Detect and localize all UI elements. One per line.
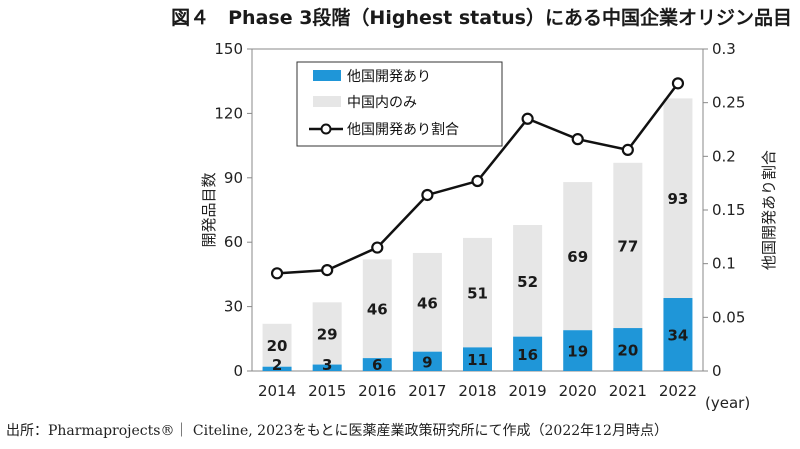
y-right-tick-label: 0.3 xyxy=(712,40,736,58)
ratio-point xyxy=(471,174,484,188)
bar-label-overseas: 2 xyxy=(272,356,282,374)
legend-label-overseas: 他国開発あり xyxy=(347,69,431,85)
bar-label-domestic: 69 xyxy=(567,248,588,266)
bar-label-domestic: 52 xyxy=(517,273,538,291)
y-tick-label: 120 xyxy=(214,104,243,122)
bar-label-domestic: 46 xyxy=(367,301,388,319)
bar-overseas xyxy=(563,330,593,371)
y-tick-label: 150 xyxy=(214,40,243,58)
y-right-tick-label: 0.05 xyxy=(712,308,745,326)
bar-overseas xyxy=(362,358,392,371)
y-tick-label: 90 xyxy=(224,169,243,187)
x-tick-label: 2019 xyxy=(509,382,547,400)
bar-domestic xyxy=(262,323,292,367)
ratio-point xyxy=(321,264,334,277)
bar-label-overseas: 6 xyxy=(372,356,382,374)
bar-overseas xyxy=(513,336,543,371)
bar-label-overseas: 19 xyxy=(567,343,588,361)
bar-overseas xyxy=(312,364,342,371)
legend-swatch-overseas xyxy=(313,70,341,81)
bar-label-domestic: 46 xyxy=(417,294,438,312)
y-tick-label: 30 xyxy=(224,298,243,316)
y-axis-title: 開発品目数 xyxy=(200,172,218,247)
bar-domestic xyxy=(362,259,392,359)
bar-domestic xyxy=(312,302,342,365)
bar-label-domestic: 51 xyxy=(467,285,488,303)
ratio-point xyxy=(371,241,384,254)
bar-label-domestic: 20 xyxy=(267,337,288,355)
x-tick-label: 2020 xyxy=(559,382,597,400)
bar-domestic xyxy=(563,182,593,331)
x-tick-label: 2016 xyxy=(358,382,396,400)
ratio-point xyxy=(270,267,284,280)
bar-label-overseas: 3 xyxy=(322,356,332,374)
y-right-tick-label: 0.1 xyxy=(712,255,736,273)
y-right-tick-label: 0.15 xyxy=(712,201,745,219)
ratio-point xyxy=(421,188,434,202)
x-tick-label: 2018 xyxy=(458,382,496,400)
bar-overseas xyxy=(613,328,643,371)
ratio-point xyxy=(621,143,634,156)
legend-swatch-marker xyxy=(320,123,332,135)
ratio-point xyxy=(521,112,534,125)
bar-domestic xyxy=(513,225,543,337)
bar-domestic xyxy=(663,98,693,299)
legend-label-domestic: 中国内のみ xyxy=(347,95,417,111)
ratio-point xyxy=(571,133,584,146)
bar-label-domestic: 93 xyxy=(668,190,689,208)
x-tick-label: 2015 xyxy=(308,382,346,400)
bar-label-overseas: 34 xyxy=(668,327,689,345)
bar-label-domestic: 77 xyxy=(617,237,638,255)
bar-domestic xyxy=(463,237,492,348)
bar-overseas xyxy=(663,298,693,371)
bar-domestic xyxy=(412,252,442,352)
ratio-point xyxy=(671,77,685,90)
legend-label-ratio: 他国開発あり割合 xyxy=(347,121,459,138)
x-tick-label: 2014 xyxy=(258,382,296,400)
bar-label-overseas: 16 xyxy=(517,346,538,364)
bar-label-overseas: 9 xyxy=(422,353,432,371)
y-tick-label: 60 xyxy=(224,233,243,251)
y-right-tick-label: 0 xyxy=(712,362,722,380)
bar-label-domestic: 29 xyxy=(317,325,338,343)
x-tick-label: 2017 xyxy=(408,382,446,400)
bar-overseas xyxy=(463,347,492,371)
y-tick-label: 0 xyxy=(233,362,243,380)
y-right-axis-title: 他国開発あり割合 xyxy=(760,150,778,270)
bar-label-overseas: 20 xyxy=(617,342,638,360)
bar-label-overseas: 11 xyxy=(467,351,488,369)
bar-overseas xyxy=(262,366,292,371)
bar-overseas xyxy=(412,351,442,371)
y-right-tick-label: 0.25 xyxy=(712,94,745,112)
bar-domestic xyxy=(613,162,643,329)
x-axis-unit: (year) xyxy=(705,394,750,412)
y-right-tick-label: 0.2 xyxy=(712,147,736,165)
x-tick-label: 2021 xyxy=(609,382,647,400)
x-tick-label: 2022 xyxy=(659,382,697,400)
chart-title: 図４ Phase 3段階（Highest status）にある中国企業オリジン品… xyxy=(171,7,792,29)
legend-swatch-domestic xyxy=(313,96,341,107)
source-note: 出所：Pharmaprojects®｜ Citeline, 2023をもとに医薬… xyxy=(6,423,668,439)
